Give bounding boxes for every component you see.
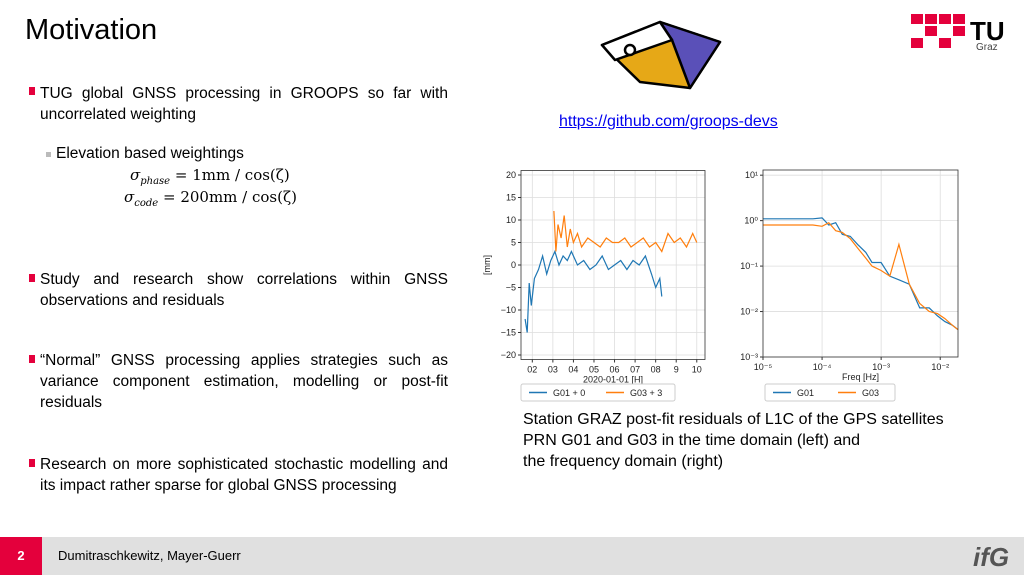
x-tick-label: 10⁻⁴ (813, 362, 832, 372)
x-tick-label: 9 (674, 365, 679, 375)
y-tick-label: −5 (506, 283, 516, 293)
series-line (524, 249, 663, 333)
ifg-logo: ifG (973, 542, 1009, 572)
y-tick-label: −20 (501, 350, 516, 360)
link[interactable]: https://github.com/groops-devs (559, 113, 778, 130)
y-axis-label: [mm] (482, 255, 492, 275)
page-number: 2 (17, 548, 24, 563)
sub-bullet-text: Elevation based weightings (56, 145, 244, 162)
y-tick-label: 10 (506, 215, 516, 225)
x-tick-label: 06 (610, 365, 620, 375)
y-tick-label: 0 (511, 260, 516, 270)
footer-bar (0, 537, 1024, 575)
rhs: = 1mm / cos(ζ) (174, 166, 290, 184)
caption: Station GRAZ post-fit residuals of L1C o… (523, 409, 944, 472)
y-tick-label: 10⁰ (744, 216, 758, 226)
x-tick-label: 10⁻³ (872, 362, 890, 372)
rhs: = 200mm / cos(ζ) (162, 188, 297, 206)
series-line (763, 221, 959, 331)
caption-line: the frequency domain (right) (523, 453, 724, 470)
x-axis-label: 2020-01-01 [H] (583, 375, 643, 385)
formula: σcode = 200mm / cos(ζ) (124, 188, 297, 209)
symbol: σ (124, 188, 135, 206)
x-tick-label: 10⁻⁵ (754, 362, 773, 372)
authors: Dumitraschkewitz, Mayer-Guerr (58, 548, 241, 563)
plot-frame (762, 169, 959, 358)
y-tick-label: 10¹ (745, 170, 758, 180)
caption-line: PRN G01 and G03 in the time domain (left… (523, 432, 861, 449)
x-tick-label: 10 (692, 365, 702, 375)
y-tick-label: 20 (506, 170, 516, 180)
bullet-text: TUG global GNSS processing in GROOPS so … (40, 85, 448, 123)
legend-box (764, 383, 896, 402)
formula: σphase = 1mm / cos(ζ) (130, 166, 290, 187)
x-tick-label: 03 (548, 365, 558, 375)
bullet-marker (29, 274, 35, 282)
y-tick-label: −10 (501, 305, 516, 315)
series-line (763, 217, 959, 331)
y-tick-label: 10⁻¹ (740, 261, 758, 271)
bullet-marker (29, 355, 35, 363)
subscript: code (134, 198, 159, 209)
bullet-text: “Normal” GNSS processing applies strateg… (40, 352, 448, 411)
bullet-text: Research on more sophisticated stochasti… (40, 456, 448, 494)
bullet-marker (29, 459, 35, 467)
legend-label: G03 (862, 388, 879, 398)
logo-text: TU (970, 16, 1005, 46)
x-tick-label: 02 (527, 365, 537, 375)
satellite-icon (600, 20, 722, 90)
x-tick-label: 10⁻² (931, 362, 949, 372)
x-tick-label: 08 (651, 365, 661, 375)
legend-label: G01 (797, 388, 814, 398)
series-line (553, 210, 698, 253)
plot-frame (520, 170, 706, 360)
bullet-marker (29, 87, 35, 95)
legend-box (520, 383, 676, 402)
caption-line: Station GRAZ post-fit residuals of L1C o… (523, 411, 944, 428)
y-tick-label: 10⁻³ (740, 352, 758, 362)
slide-title: Motivation (25, 14, 158, 46)
y-tick-label: 15 (506, 193, 516, 203)
x-axis-label: Freq [Hz] (842, 372, 879, 382)
y-tick-label: −15 (501, 328, 516, 338)
symbol: σ (130, 166, 141, 184)
x-tick-label: 05 (589, 365, 599, 375)
page-box (0, 537, 42, 575)
tu-logo (911, 14, 965, 48)
y-tick-label: 5 (511, 238, 516, 248)
x-tick-label: 07 (630, 365, 640, 375)
subscript: phase (140, 176, 171, 187)
sub-bullet-marker (46, 152, 51, 157)
legend-label: G03 + 3 (630, 388, 662, 398)
logo-city: Graz (976, 42, 998, 53)
legend-label: G01 + 0 (553, 388, 585, 398)
bullet-text: Study and research show correlations wit… (40, 271, 448, 309)
y-tick-label: 10⁻² (740, 307, 758, 317)
x-tick-label: 04 (568, 365, 578, 375)
